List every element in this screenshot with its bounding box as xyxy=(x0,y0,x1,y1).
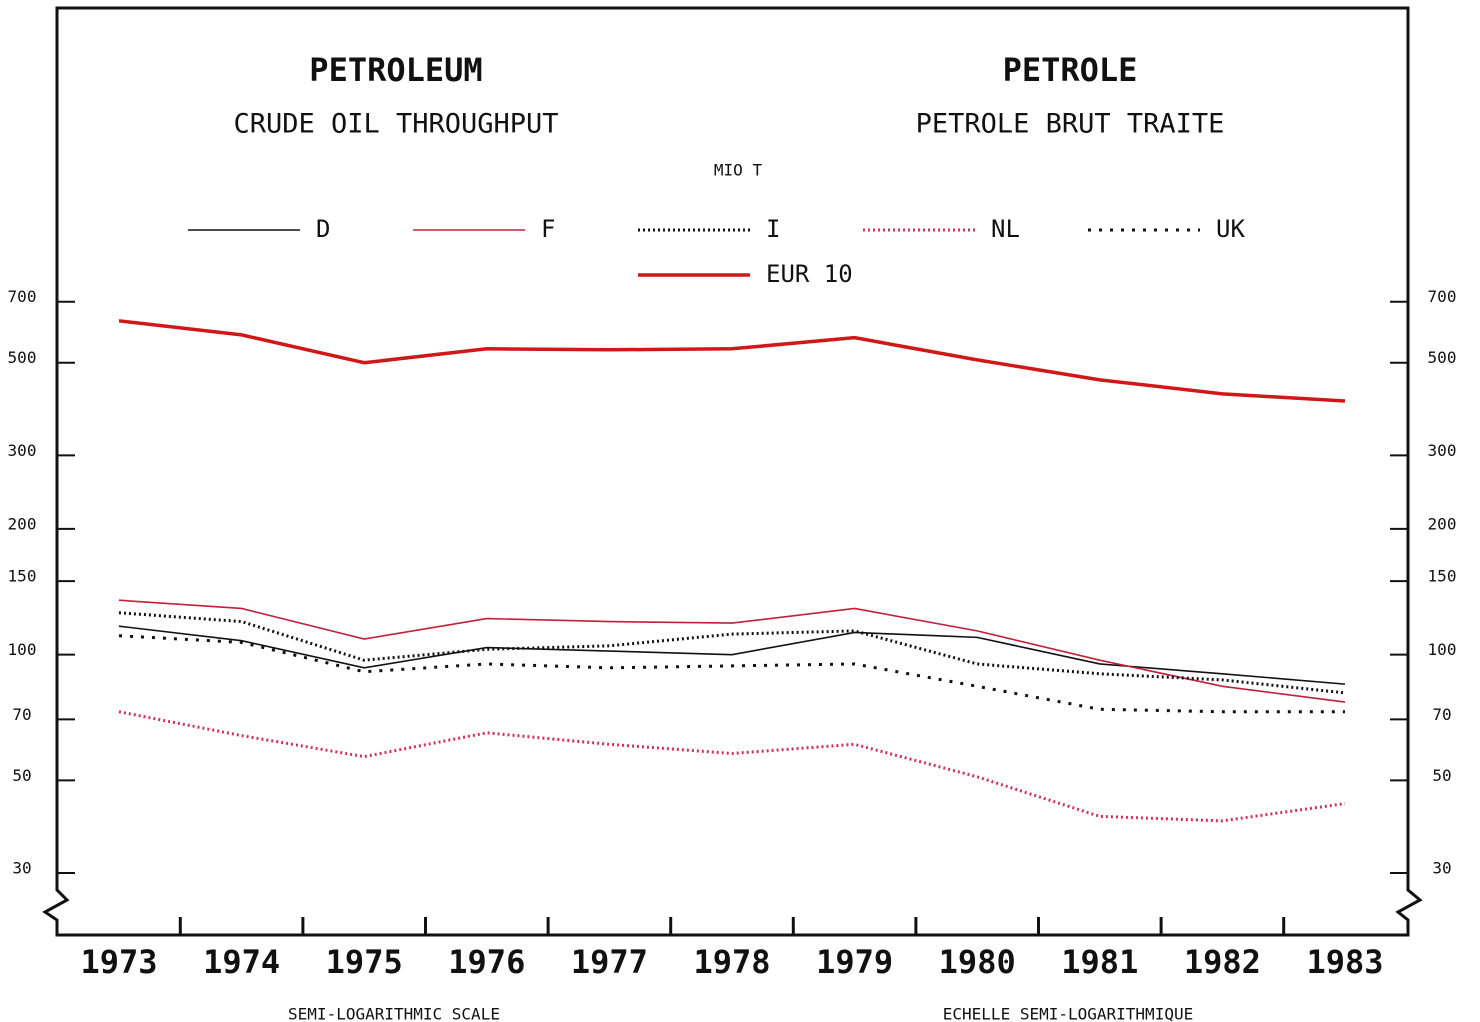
y-tick-label: 100 xyxy=(8,640,37,659)
y-tick-label: 150 xyxy=(8,567,37,586)
y-tick-label-right: 700 xyxy=(1428,287,1457,306)
y-tick-label-right: 100 xyxy=(1428,640,1457,659)
series-line xyxy=(118,634,1345,714)
series-line xyxy=(118,710,1346,823)
y-tick-label: 200 xyxy=(8,514,37,533)
series-line xyxy=(118,625,1346,685)
subtitle: CRUDE OIL THROUGHPUT xyxy=(233,109,558,140)
footnote: SEMI-LOGARITHMIC SCALE xyxy=(288,1005,500,1022)
series-line xyxy=(118,599,1346,703)
subtitle-fr: PETROLE BRUT TRAITE xyxy=(916,109,1225,140)
x-tick-label: 1973 xyxy=(80,943,157,981)
x-tick-label: 1977 xyxy=(571,943,648,981)
footnote-fr: ECHELLE SEMI-LOGARITHMIQUE xyxy=(943,1005,1193,1022)
legend-label: UK xyxy=(1216,215,1245,243)
y-tick-label-right: 300 xyxy=(1428,441,1457,460)
series-line xyxy=(118,611,1346,695)
y-tick-label: 30 xyxy=(12,859,31,878)
x-tick-label: 1979 xyxy=(816,943,893,981)
y-tick-label-right: 50 xyxy=(1432,766,1451,785)
title-fr: PETROLE xyxy=(1003,51,1138,89)
y-tick-label-right: 200 xyxy=(1428,514,1457,533)
x-tick-label: 1975 xyxy=(326,943,403,981)
x-tick-label: 1980 xyxy=(939,943,1016,981)
y-tick-label: 700 xyxy=(8,287,37,306)
x-tick-label: 1981 xyxy=(1061,943,1138,981)
legend-label: NL xyxy=(991,215,1020,243)
legend-label: I xyxy=(766,215,780,243)
x-tick-label: 1976 xyxy=(448,943,525,981)
x-tick-label: 1978 xyxy=(693,943,770,981)
y-tick-label-right: 500 xyxy=(1428,348,1457,367)
y-tick-label: 300 xyxy=(8,441,37,460)
y-tick-label: 70 xyxy=(12,705,31,724)
legend-label: D xyxy=(316,215,330,243)
y-tick-label: 500 xyxy=(8,348,37,367)
frame xyxy=(42,6,1423,937)
x-tick-label: 1974 xyxy=(203,943,280,981)
legend-label: F xyxy=(541,215,555,243)
y-tick-label-right: 30 xyxy=(1432,859,1451,878)
y-tick-label: 50 xyxy=(12,766,31,785)
legend-label: EUR 10 xyxy=(766,260,853,288)
x-tick-label: 1982 xyxy=(1184,943,1261,981)
unit-label: MIO T xyxy=(714,161,763,180)
y-tick-label-right: 150 xyxy=(1428,567,1457,586)
series-line xyxy=(118,319,1346,403)
y-tick-label-right: 70 xyxy=(1432,705,1451,724)
x-tick-label: 1983 xyxy=(1306,943,1383,981)
title: PETROLEUM xyxy=(309,51,482,89)
